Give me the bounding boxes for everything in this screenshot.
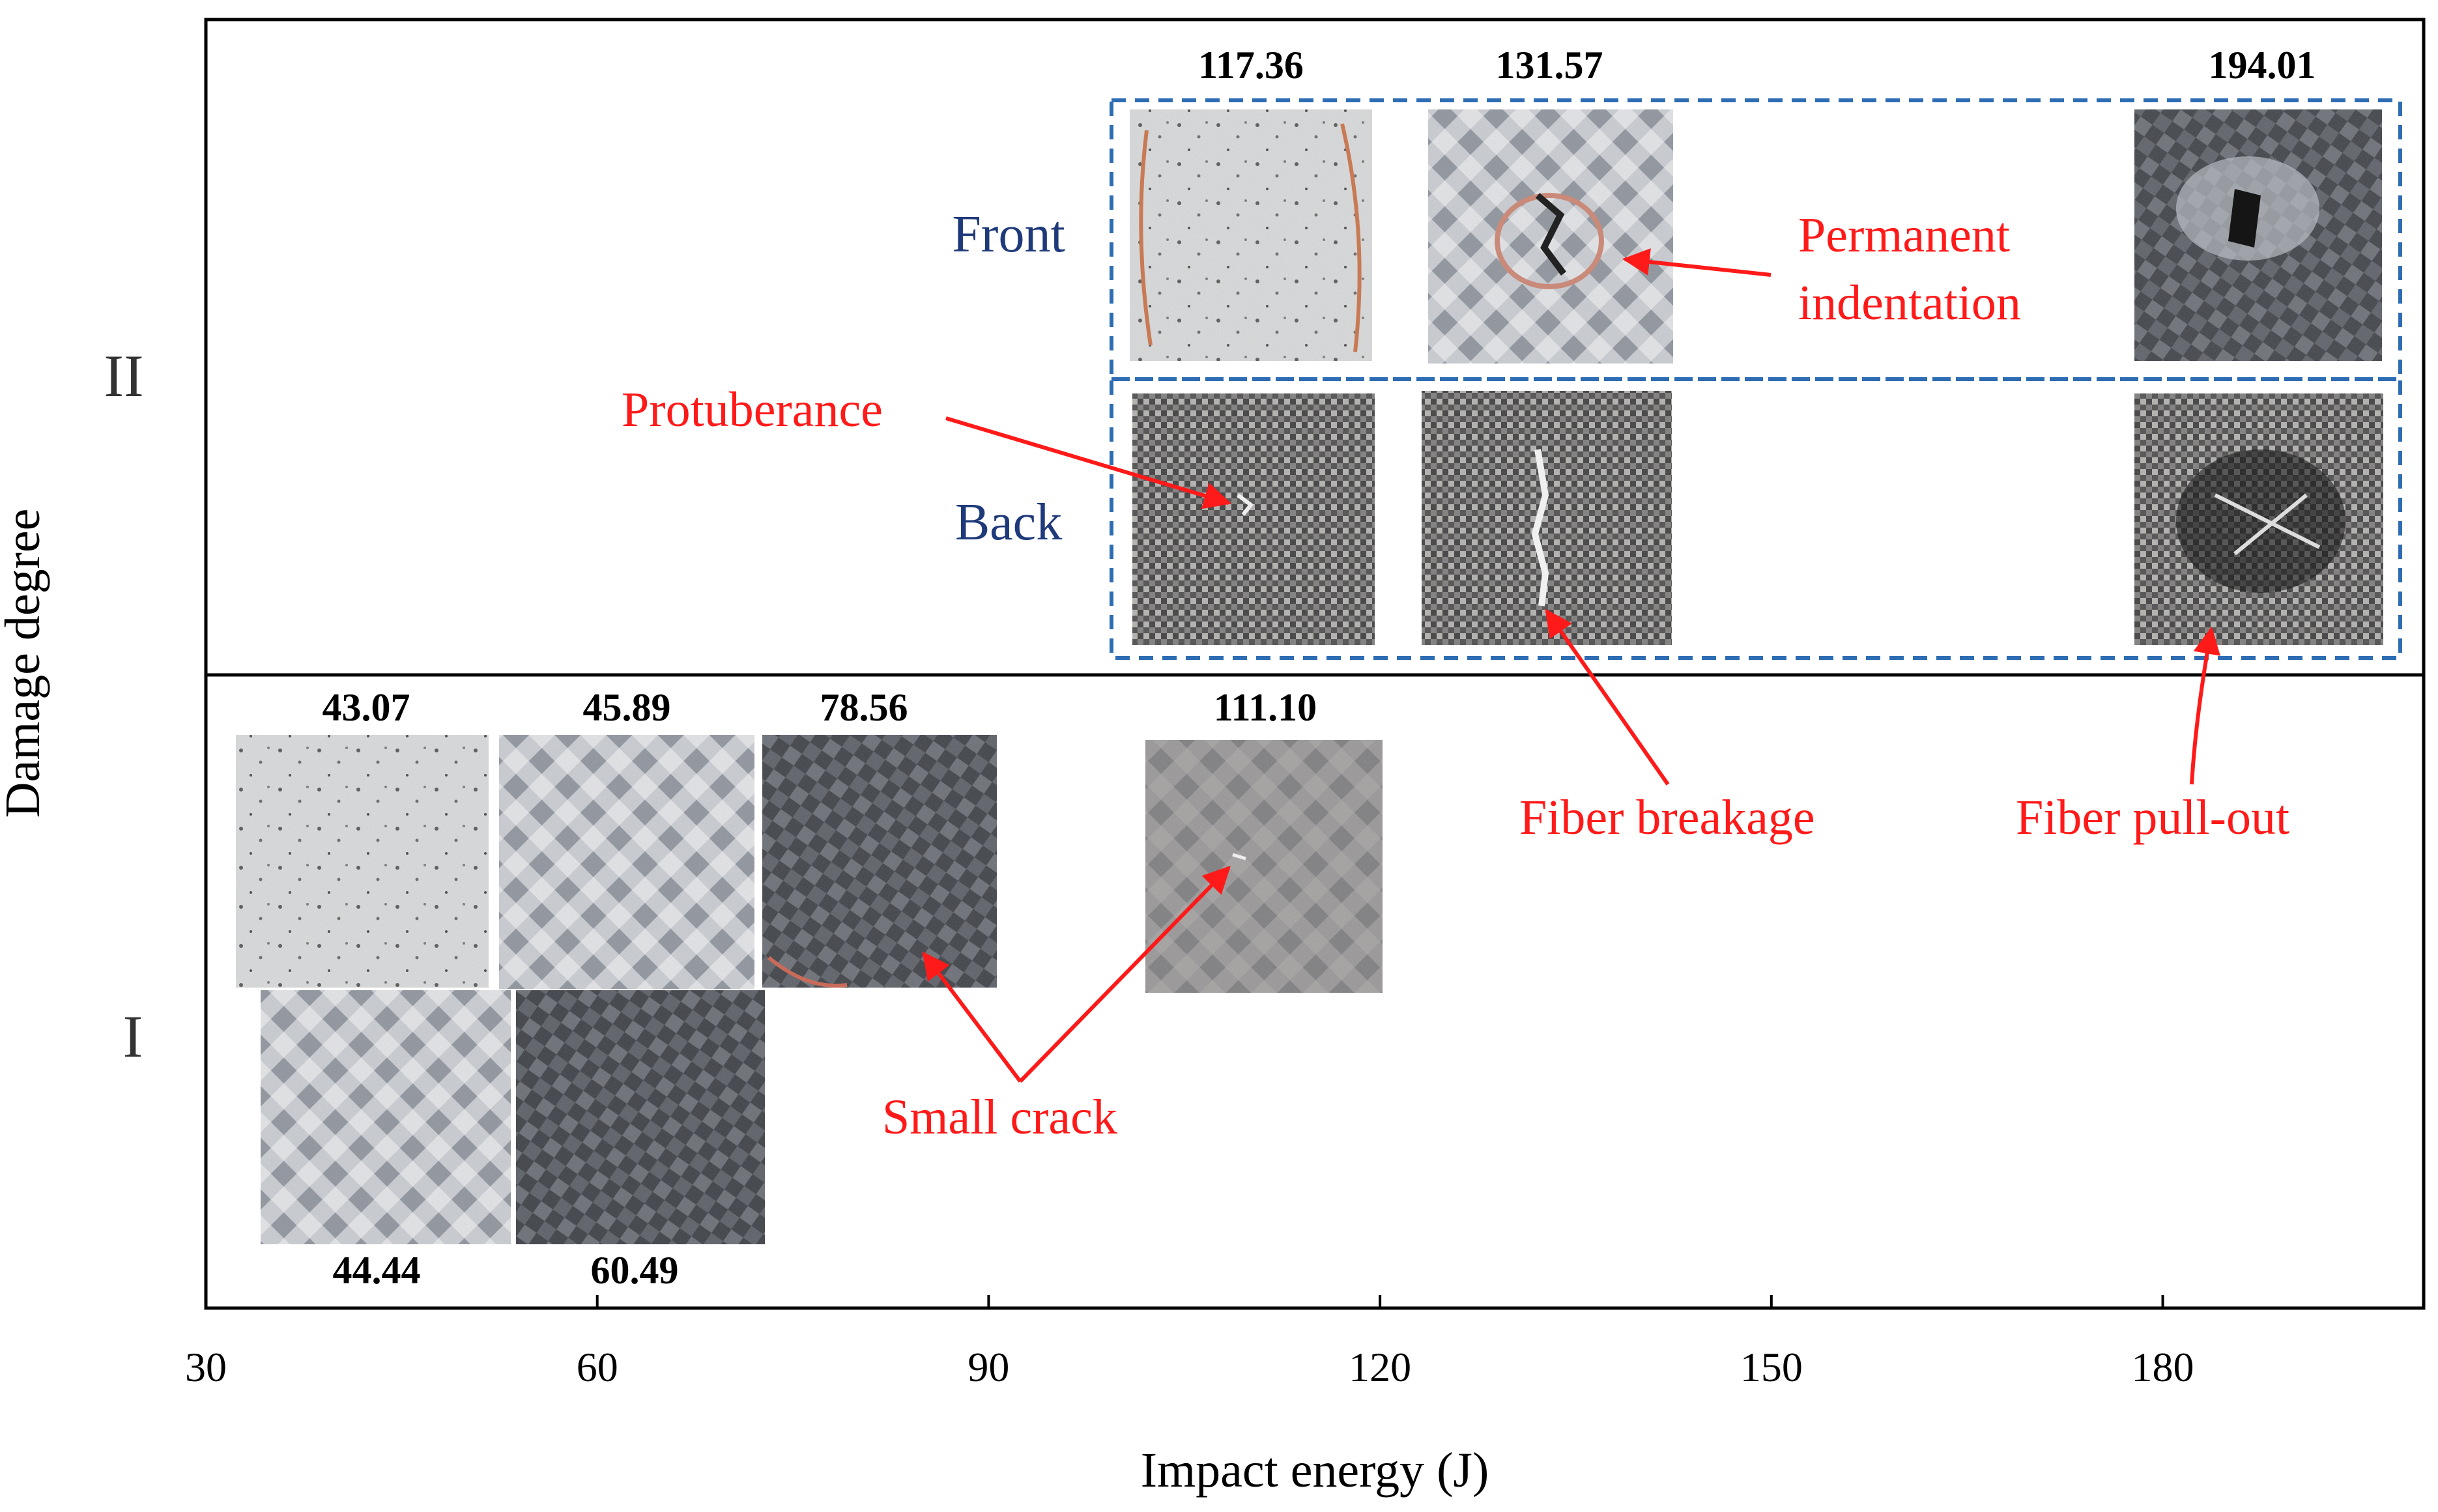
specimen-44.44 — [261, 990, 511, 1244]
arrow-small-crack-left — [922, 951, 1022, 1083]
annotation-permanent-line1: Permanent — [1798, 208, 2010, 263]
specimen-194.01-back — [2134, 393, 2383, 645]
x-tick-label: 90 — [968, 1344, 1009, 1390]
specimen-78.56 — [762, 735, 997, 988]
x-axis-label: Impact energy (J) — [1141, 1443, 1489, 1498]
specimen-117.36-front — [1130, 109, 1372, 361]
annotation-permanent-line2: indentation — [1798, 276, 2021, 330]
level-label-II: II — [104, 343, 143, 409]
back-dashed-box — [1110, 377, 2402, 660]
specimen-194.01-front — [2134, 109, 2382, 361]
specimen-60.49 — [516, 990, 765, 1244]
annotation-protuberance: Protuberance — [622, 382, 883, 437]
specimen-131.57-back — [1422, 391, 1672, 645]
x-tick-label: 150 — [1740, 1344, 1803, 1390]
energy-label-111.10: 111.10 — [1214, 686, 1317, 729]
x-tick-label: 120 — [1349, 1344, 1411, 1390]
energy-label-44.44: 44.44 — [333, 1249, 421, 1292]
specimen-45.89 — [499, 735, 754, 989]
energy-label-45.89: 45.89 — [583, 686, 671, 729]
specimen-131.57-front — [1428, 109, 1673, 364]
arrow-small-crack-right — [1018, 865, 1231, 1083]
arrow-fiber-pullout — [2190, 626, 2221, 785]
energy-label-117.36: 117.36 — [1198, 44, 1304, 87]
side-label-front: Front — [952, 206, 1065, 263]
plot-frame — [204, 18, 2426, 1310]
x-tick-label: 60 — [577, 1344, 618, 1390]
y-axis-label: Damage degree — [0, 509, 50, 818]
arrow-fiber-breakage — [1545, 608, 1670, 786]
arrow-permanent-indentation — [1622, 248, 1771, 277]
energy-label-194.01: 194.01 — [2209, 44, 2316, 87]
annotation-fiber-breakage: Fiber breakage — [1519, 790, 1815, 845]
energy-label-43.07: 43.07 — [323, 686, 410, 729]
side-label-back: Back — [955, 494, 1062, 551]
x-axis-ticks: 30 60 90 120 150 180 — [185, 1295, 2194, 1390]
specimen-43.07 — [236, 735, 489, 988]
annotation-fiber-pullout: Fiber pull-out — [2016, 790, 2289, 845]
energy-label-60.49: 60.49 — [591, 1249, 679, 1292]
annotation-small-crack: Small crack — [882, 1090, 1117, 1145]
x-tick-label: 180 — [2132, 1344, 2194, 1390]
specimen-117.36-back — [1132, 393, 1375, 645]
energy-label-131.57: 131.57 — [1496, 44, 1603, 87]
specimen-111.10 — [1145, 740, 1383, 993]
arrow-protuberance — [945, 416, 1232, 509]
level-label-I: I — [123, 1003, 143, 1070]
energy-label-78.56: 78.56 — [820, 686, 908, 729]
x-tick-label: 30 — [185, 1344, 227, 1390]
